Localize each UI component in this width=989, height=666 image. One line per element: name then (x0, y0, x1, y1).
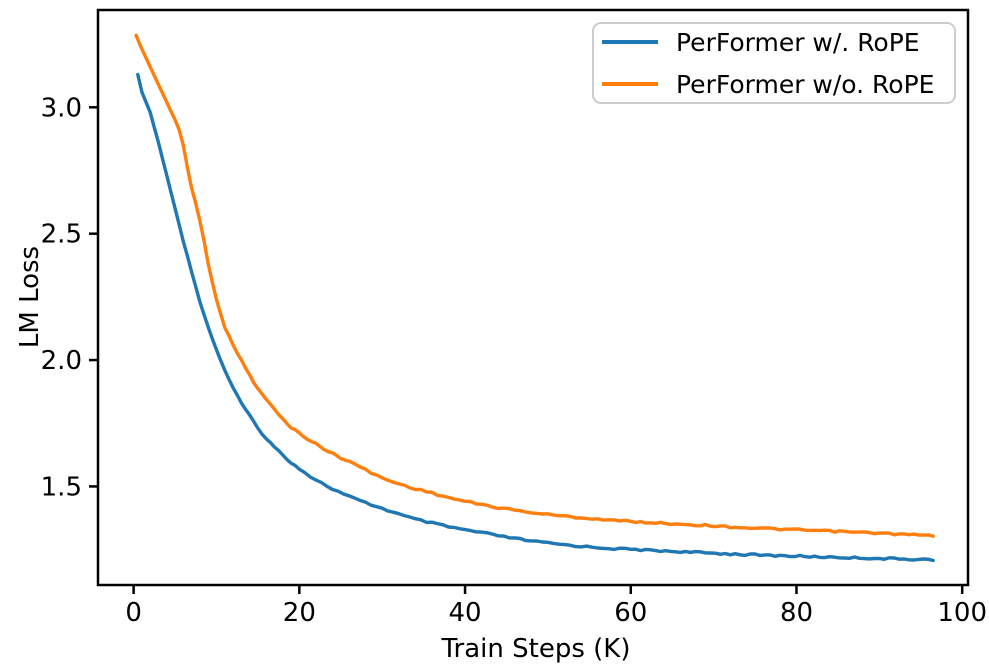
y-tick-label: 2.0 (41, 346, 82, 376)
legend-label-performer-w-rope: PerFormer w/. RoPE (676, 28, 920, 57)
x-tick-label: 40 (449, 598, 482, 628)
legend-box (592, 22, 956, 104)
legend: PerFormer w/. RoPE PerFormer w/o. RoPE (592, 22, 956, 104)
x-tick-label: 20 (283, 598, 316, 628)
axes-ticks-group: 0 20 40 60 80 100 1.5 2.0 2.5 3.0 (41, 93, 987, 628)
series-line-performer-w-rope (136, 72, 935, 563)
y-tick-label: 2.5 (41, 220, 82, 250)
x-tick-label: 0 (125, 598, 142, 628)
x-tick-label: 60 (614, 598, 647, 628)
plot-border (96, 8, 970, 587)
legend-label-performer-wo-rope: PerFormer w/o. RoPE (676, 70, 934, 99)
x-axis-title: Train Steps (K) (441, 634, 631, 664)
y-tick-label: 1.5 (41, 472, 82, 502)
x-tick-label: 80 (780, 598, 813, 628)
series-line-performer-wo-rope (134, 33, 935, 538)
y-axis-title: LM Loss (15, 246, 45, 348)
plot-series-group (134, 33, 935, 563)
x-tick-label: 100 (937, 598, 987, 628)
y-tick-label: 3.0 (41, 93, 82, 123)
